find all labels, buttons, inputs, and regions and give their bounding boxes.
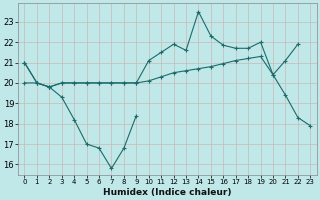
X-axis label: Humidex (Indice chaleur): Humidex (Indice chaleur)	[103, 188, 232, 197]
